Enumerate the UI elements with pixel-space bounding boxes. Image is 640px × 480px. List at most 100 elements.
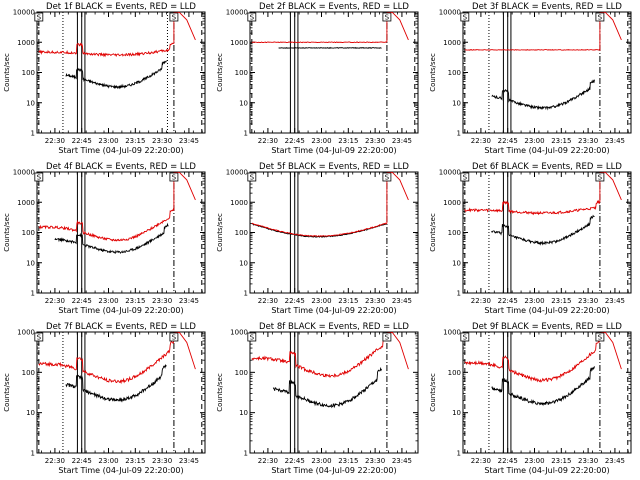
x-tick-label: 22:45 — [498, 297, 518, 305]
x-tick-label: 23:30 — [365, 297, 385, 305]
x-tick-label: 23:45 — [605, 137, 625, 145]
box-marker-left-label: S — [250, 14, 255, 22]
y-tick-label: 100 — [448, 229, 461, 237]
panel-title: Det 8f BLACK = Events, RED = LLD — [259, 322, 409, 332]
x-tick-label: 22:30 — [45, 297, 65, 305]
panel-title: Det 3f BLACK = Events, RED = LLD — [472, 2, 622, 12]
y-tick-label: 10 — [26, 99, 35, 107]
box-marker-right — [595, 172, 605, 182]
plot-frame — [249, 331, 419, 454]
x-tick-label: 22:30 — [45, 457, 65, 465]
panel-chart-9: Det 9f BLACK = Events, RED = LLD Start Ti… — [429, 322, 632, 475]
box-marker-left — [34, 332, 44, 342]
x-tick-label: 22:30 — [45, 137, 65, 145]
x-tick-label: 23:15 — [338, 137, 358, 145]
panel-title: Det 6f BLACK = Events, RED = LLD — [472, 162, 622, 172]
detector-panel-3: Det 3f BLACK = Events, RED = LLD Start Ti… — [426, 0, 639, 160]
x-tick-label: 23:15 — [125, 137, 145, 145]
series-line-lld — [464, 171, 622, 216]
x-tick-label: 23:30 — [365, 457, 385, 465]
x-tick-label: 22:45 — [285, 137, 305, 145]
detector-panel-7: Det 7f BLACK = Events, RED = LLD Start Ti… — [0, 320, 213, 480]
x-tick-label: 23:00 — [311, 137, 331, 145]
y-axis-label: Counts/sec — [3, 373, 11, 412]
x-axis-label: Start Time (04-Jul-09 22:20:00) — [58, 306, 183, 315]
box-marker-right-label: S — [385, 14, 390, 22]
box-marker-left — [460, 12, 470, 22]
box-marker-left — [460, 332, 470, 342]
x-tick-label: 23:30 — [152, 297, 172, 305]
plot-frame — [36, 331, 206, 454]
x-axis-label: Start Time (04-Jul-09 22:20:00) — [484, 146, 609, 155]
panel-title: Det 1f BLACK = Events, RED = LLD — [46, 2, 196, 12]
y-tick-label: 1 — [31, 290, 35, 298]
panel-title: Det 4f BLACK = Events, RED = LLD — [46, 162, 196, 172]
x-tick-label: 23:15 — [338, 297, 358, 305]
x-tick-label: 23:30 — [152, 457, 172, 465]
box-marker-left-label: S — [37, 14, 42, 22]
x-tick-label: 23:45 — [179, 457, 199, 465]
x-axis-label: Start Time (04-Jul-09 22:20:00) — [484, 306, 609, 315]
series-line-events — [65, 363, 167, 403]
y-tick-label: 1000 — [230, 329, 248, 337]
x-tick-label: 23:00 — [524, 297, 544, 305]
box-marker-right-label: S — [598, 334, 603, 342]
series-line-lld — [251, 11, 409, 44]
x-tick-label: 23:45 — [392, 297, 412, 305]
series-line-lld — [38, 331, 196, 385]
y-tick-label: 10 — [452, 99, 461, 107]
detector-panel-6: Det 6f BLACK = Events, RED = LLD Start Ti… — [426, 160, 639, 320]
detector-panel-2: Det 2f BLACK = Events, RED = LLD Start Ti… — [213, 0, 426, 160]
x-tick-label: 22:45 — [72, 297, 92, 305]
box-marker-right — [382, 332, 392, 342]
y-tick-label: 10 — [239, 409, 248, 417]
x-tick-label: 23:15 — [551, 457, 571, 465]
y-tick-label: 10 — [452, 409, 461, 417]
panel-title: Det 2f BLACK = Events, RED = LLD — [259, 2, 409, 12]
x-axis-label: Start Time (04-Jul-09 22:20:00) — [58, 466, 183, 475]
x-tick-label: 22:30 — [258, 137, 278, 145]
y-tick-label: 10 — [239, 259, 248, 267]
x-tick-label: 22:45 — [72, 457, 92, 465]
box-marker-left-label: S — [250, 174, 255, 182]
y-tick-label: 100 — [22, 369, 35, 377]
box-marker-left — [247, 172, 257, 182]
box-marker-left — [247, 332, 257, 342]
series-line-events — [491, 79, 595, 111]
series-line-events — [251, 223, 386, 238]
x-axis-label: Start Time (04-Jul-09 22:20:00) — [271, 466, 396, 475]
x-tick-label: 23:00 — [98, 297, 118, 305]
panel-title: Det 7f BLACK = Events, RED = LLD — [46, 322, 196, 332]
y-tick-label: 10 — [452, 259, 461, 267]
x-tick-label: 23:15 — [551, 137, 571, 145]
x-tick-label: 23:45 — [605, 297, 625, 305]
box-marker-left-label: S — [463, 14, 468, 22]
x-tick-label: 23:00 — [524, 457, 544, 465]
box-marker-left — [247, 12, 257, 22]
series-line-lld — [38, 11, 196, 58]
x-tick-label: 23:00 — [98, 137, 118, 145]
x-tick-label: 23:15 — [125, 297, 145, 305]
plot-frame — [462, 331, 632, 454]
series-line-lld — [464, 11, 622, 52]
panel-chart-4: Det 4f BLACK = Events, RED = LLD Start Ti… — [3, 162, 206, 315]
y-tick-label: 100 — [448, 69, 461, 77]
box-marker-left-label: S — [463, 174, 468, 182]
x-tick-label: 23:30 — [578, 297, 598, 305]
y-tick-label: 1000 — [230, 39, 248, 47]
series-line-events — [491, 366, 595, 407]
x-tick-label: 23:00 — [311, 297, 331, 305]
series-line-events — [65, 60, 167, 90]
panel-title: Det 5f BLACK = Events, RED = LLD — [259, 162, 409, 172]
x-tick-label: 23:00 — [311, 457, 331, 465]
y-axis-label: Counts/sec — [3, 53, 11, 92]
y-tick-label: 1 — [244, 450, 248, 458]
x-tick-label: 23:45 — [392, 137, 412, 145]
box-marker-left — [34, 172, 44, 182]
box-marker-left-label: S — [250, 334, 255, 342]
series-line-events — [272, 366, 382, 409]
series-line-lld — [38, 171, 196, 242]
x-tick-label: 22:45 — [498, 457, 518, 465]
box-marker-right — [169, 12, 179, 22]
